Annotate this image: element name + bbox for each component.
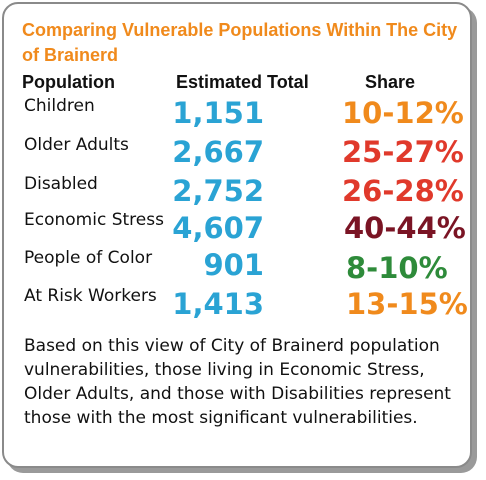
row-share-at-risk-workers: 13-15% [346, 287, 468, 321]
row-label-children: Children [24, 96, 95, 116]
summary-paragraph: Based on this view of City of Brainerd p… [24, 336, 451, 428]
row-label-economic-stress: Economic Stress [24, 210, 164, 230]
row-label-people-of-color: People of Color [24, 248, 153, 268]
row-label-at-risk-workers: At Risk Workers [24, 286, 157, 306]
header-population: Population [22, 72, 115, 92]
row-total-economic-stress: 4,607 [172, 211, 264, 245]
row-label-disabled: Disabled [24, 174, 98, 194]
row-total-children: 1,151 [172, 96, 264, 130]
row-total-people-of-color: 901 [203, 248, 264, 282]
row-share-disabled: 26-28% [342, 174, 464, 208]
row-total-older-adults: 2,667 [172, 135, 264, 169]
row-share-economic-stress: 40-44% [344, 211, 466, 245]
info-card: Comparing Vulnerable Populations Within … [2, 2, 472, 468]
header-share: Share [365, 72, 416, 92]
row-share-children: 10-12% [342, 96, 464, 130]
card-title: Comparing Vulnerable Populations Within … [22, 20, 458, 65]
row-share-people-of-color: 8-10% [346, 251, 448, 285]
row-share-older-adults: 25-27% [342, 135, 464, 169]
row-total-disabled: 2,752 [172, 174, 264, 208]
row-label-older-adults: Older Adults [24, 135, 129, 155]
row-total-at-risk-workers: 1,413 [172, 287, 264, 321]
header-estimated-total: Estimated Total [176, 72, 309, 92]
